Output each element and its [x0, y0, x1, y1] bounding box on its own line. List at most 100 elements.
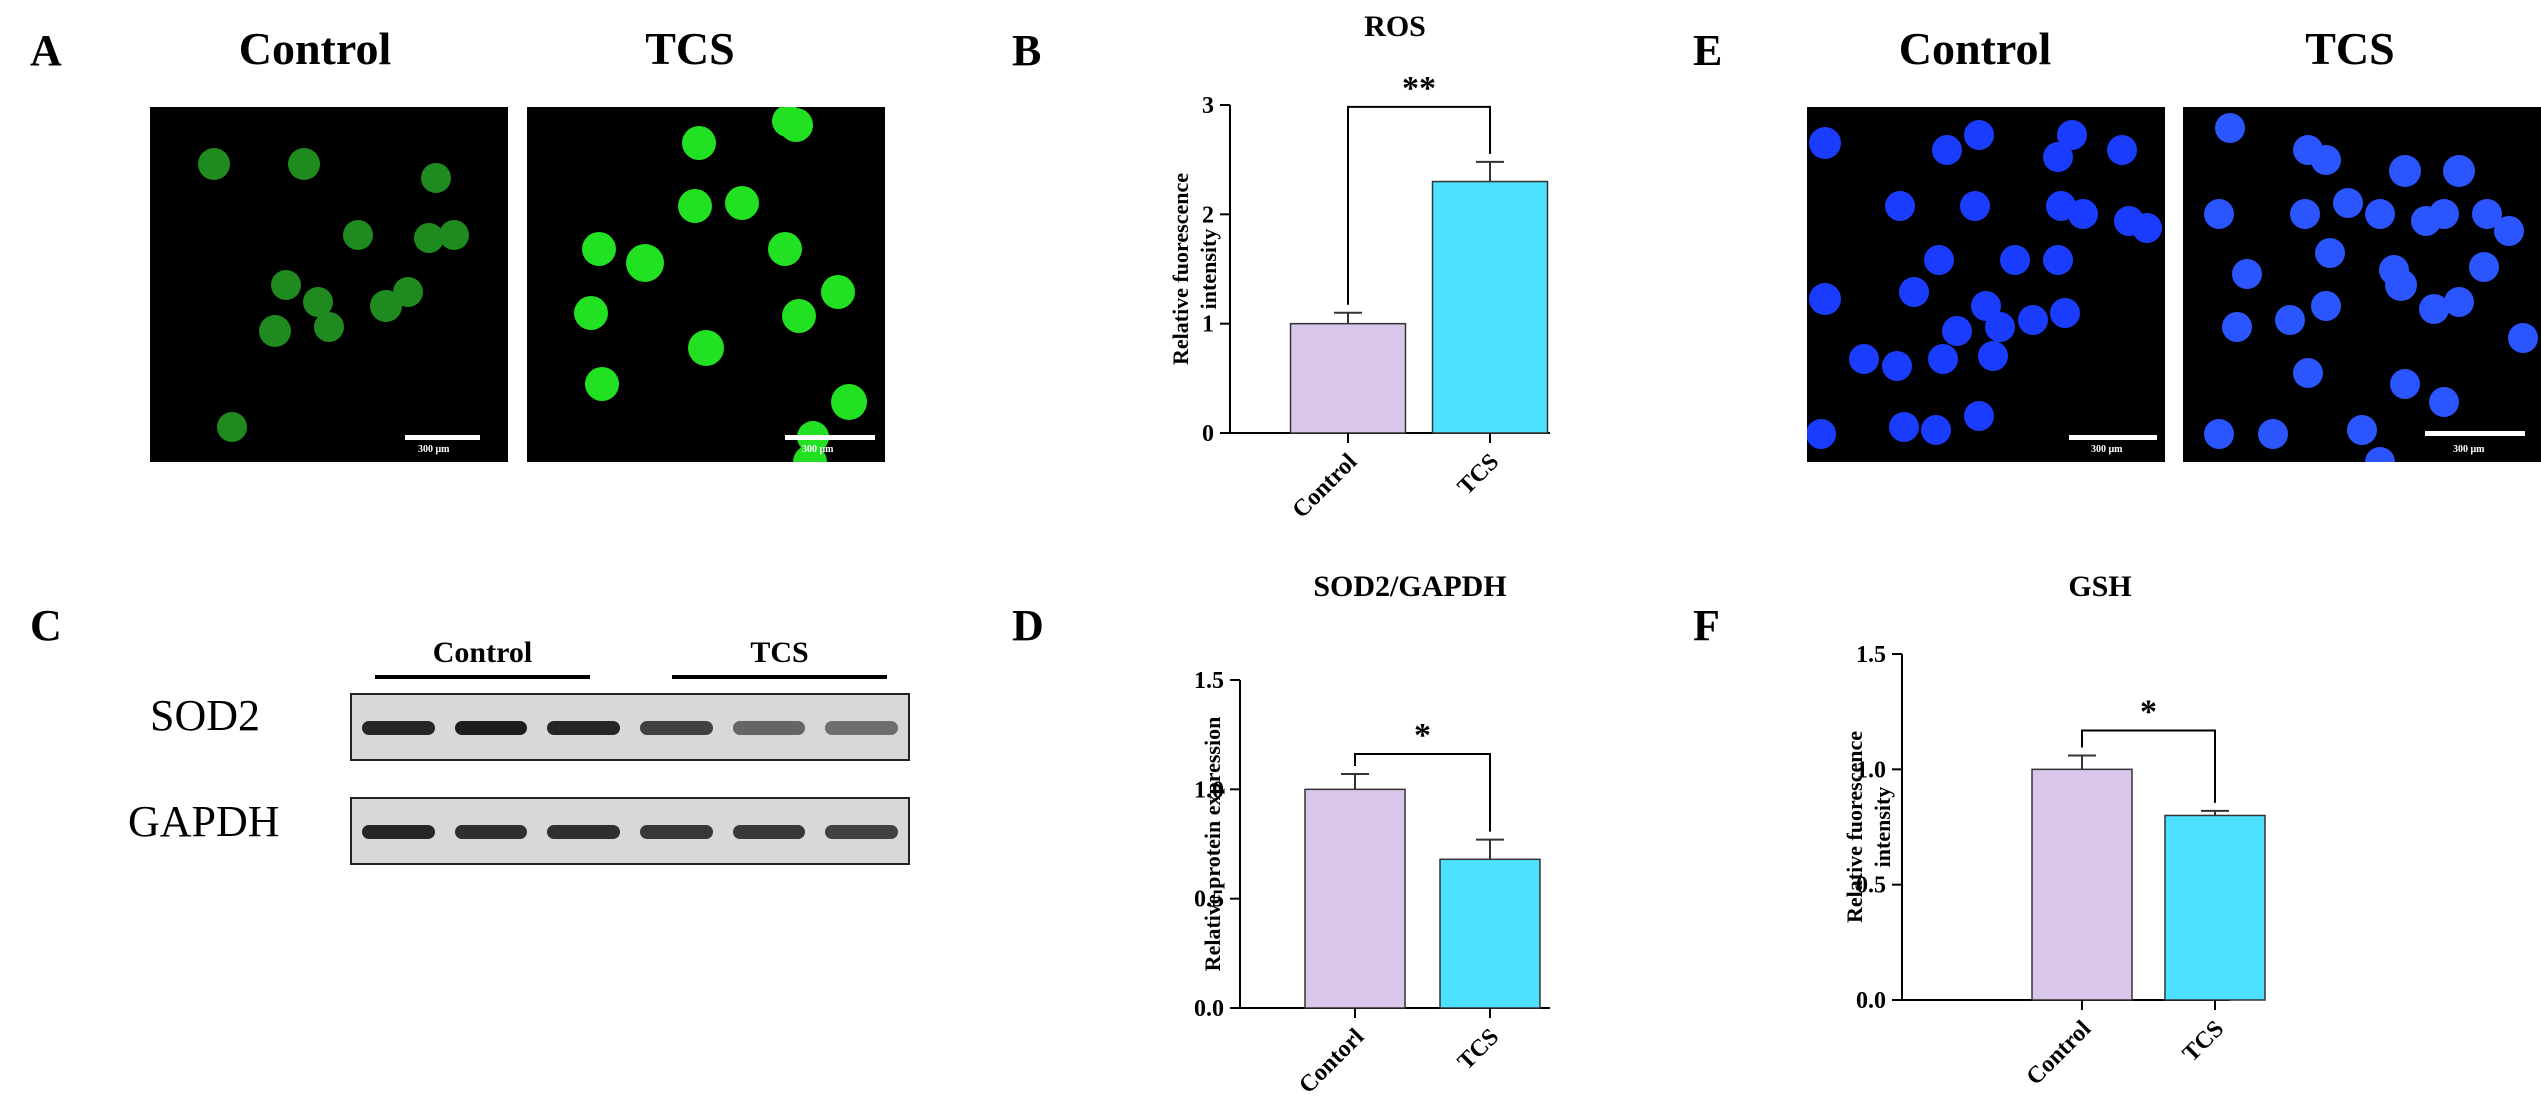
- cell: [198, 147, 231, 180]
- cell: [2364, 447, 2395, 462]
- bar: [1304, 788, 1406, 1009]
- blot-band: [640, 825, 713, 839]
- panel-e-title-control: Control: [1898, 23, 2052, 74]
- significance-label: **: [1402, 70, 1436, 107]
- cell: [271, 269, 302, 300]
- cell: [2332, 187, 2363, 218]
- cell: [831, 383, 868, 420]
- cell: [303, 287, 334, 318]
- cell: [2311, 290, 2342, 321]
- blot-label-gapdh: GAPDH: [128, 797, 280, 846]
- panel-letter-a: A: [30, 26, 62, 75]
- cell: [1807, 418, 1837, 449]
- cell: [1931, 134, 1962, 165]
- significance-bracket: [1354, 753, 1491, 832]
- cell: [821, 274, 856, 309]
- x-tick-label: TCS: [1453, 449, 1504, 500]
- cell: [2389, 368, 2420, 399]
- cell: [2107, 134, 2138, 165]
- cell: [2293, 358, 2324, 389]
- bar: [1439, 858, 1541, 1009]
- cell: [1885, 191, 1916, 222]
- blot-group-line-control: [375, 675, 590, 679]
- blot-sod2: [350, 693, 910, 761]
- scale-label: 300 μm: [418, 444, 450, 455]
- panel-a-title-tcs: TCS: [645, 23, 735, 74]
- cell: [2429, 386, 2460, 417]
- blot-band: [640, 721, 713, 735]
- blot-band: [547, 721, 620, 735]
- blot-band: [825, 721, 898, 735]
- blot-gapdh: [350, 797, 910, 865]
- cell: [342, 219, 373, 250]
- cell: [585, 366, 620, 401]
- y-axis-label: intensity: [1196, 229, 1221, 310]
- cell: [2221, 312, 2252, 343]
- y-tick-label: 1.0: [1856, 757, 1886, 783]
- cell: [259, 314, 292, 347]
- cell: [2046, 191, 2077, 222]
- panel-letter-e: E: [1693, 26, 1723, 75]
- blot-band: [732, 721, 806, 735]
- cell: [1963, 120, 1994, 151]
- cell: [767, 232, 802, 266]
- scale-bar: [2069, 435, 2157, 440]
- x-tick-label: TCS: [1453, 1024, 1504, 1075]
- chart-title: GSH: [2068, 570, 2131, 603]
- y-tick-label: 1.5: [1856, 642, 1886, 668]
- cell: [370, 289, 403, 322]
- significance-bracket: [2081, 729, 2216, 803]
- blot-band: [454, 721, 528, 735]
- chart-ros: ROS Relative fuorescence intensity 0 1 2 3 Cont…: [1168, 10, 1550, 524]
- cell: [688, 330, 724, 367]
- y-tick-label: 0.0: [1856, 988, 1886, 1014]
- cell: [287, 147, 320, 180]
- scale-bar: [785, 435, 875, 440]
- panel-e-title-tcs: TCS: [2305, 23, 2395, 74]
- cell: [2293, 134, 2324, 165]
- panel-letter-b: B: [1012, 26, 1042, 75]
- scale-bar: [2425, 431, 2525, 436]
- cell: [1924, 244, 1955, 275]
- bar: [1289, 322, 1407, 434]
- cell: [2388, 154, 2421, 187]
- cell: [2364, 198, 2395, 229]
- blot-band: [362, 721, 435, 735]
- cell: [1881, 351, 1912, 382]
- x-tick-label: Contorl: [1294, 1024, 1369, 1099]
- blot-band: [454, 825, 528, 839]
- blot-band: [732, 825, 806, 839]
- cell: [2347, 415, 2377, 446]
- cell: [1888, 411, 1919, 442]
- micrograph-e-control: 300 μm: [1807, 107, 2165, 462]
- cell: [772, 107, 805, 138]
- cell: [2214, 113, 2245, 144]
- y-axis-label: intensity: [1870, 787, 1895, 868]
- y-tick-label: 0.5: [1194, 887, 1224, 913]
- panel-a-title-control: Control: [238, 23, 392, 74]
- micrograph-a-control: 300 μm: [150, 107, 508, 462]
- cell: [439, 219, 470, 250]
- cell: [2442, 154, 2475, 187]
- cell: [2203, 418, 2234, 449]
- cell: [2289, 198, 2320, 229]
- y-tick-label: 1.5: [1194, 668, 1224, 694]
- scale-bar: [405, 435, 480, 440]
- cell: [2232, 258, 2263, 289]
- chart-sod2-gapdh: SOD2/GAPDH Relative protein expression 0.0…: [1194, 570, 1550, 1099]
- cell: [2411, 205, 2442, 236]
- bar: [2031, 768, 2133, 1001]
- cell: [2275, 305, 2306, 335]
- cell: [626, 244, 665, 283]
- cell: [2042, 244, 2073, 275]
- cell: [1978, 340, 2009, 371]
- cell: [1999, 244, 2030, 275]
- y-axis-label: Relative protein expression: [1200, 717, 1225, 972]
- y-tick-label: 1.0: [1194, 777, 1224, 803]
- blot-band: [825, 825, 898, 839]
- cell: [1808, 126, 1841, 159]
- y-tick-label: 1: [1202, 312, 1214, 338]
- cell: [1808, 282, 1841, 315]
- y-tick-label: 2: [1202, 202, 1214, 228]
- cell: [724, 185, 759, 220]
